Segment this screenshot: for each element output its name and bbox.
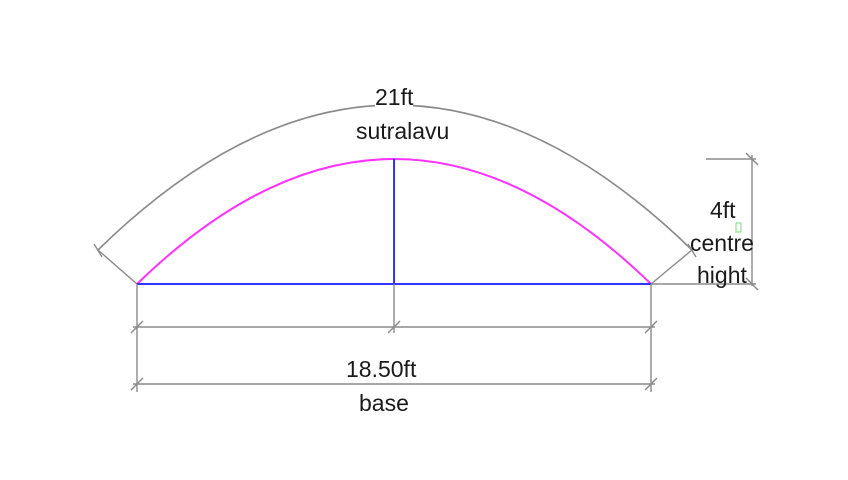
height-tick-top	[745, 152, 759, 166]
arc-length-extension-right	[650, 249, 693, 285]
base-name: base	[359, 390, 409, 416]
half-tick-centre	[387, 320, 401, 334]
arc-length-extension-left	[97, 249, 138, 285]
base-tick-left	[130, 377, 144, 391]
selection-marker	[735, 222, 742, 233]
height-value: 4ft	[710, 197, 736, 223]
arc-length-value: 21ft	[375, 84, 414, 110]
arc-length-tick-right	[687, 243, 697, 258]
base-tick-right	[644, 377, 658, 391]
half-tick-left	[130, 320, 144, 334]
height-label-line1: centre	[690, 230, 754, 256]
height-label-line2: hight	[697, 262, 747, 288]
arc-length-tick-left	[93, 243, 103, 258]
height-tick-bottom	[745, 277, 759, 291]
arc-length-name: sutralavu	[356, 118, 450, 144]
half-tick-right	[644, 320, 658, 334]
base-value: 18.50ft	[346, 356, 417, 382]
